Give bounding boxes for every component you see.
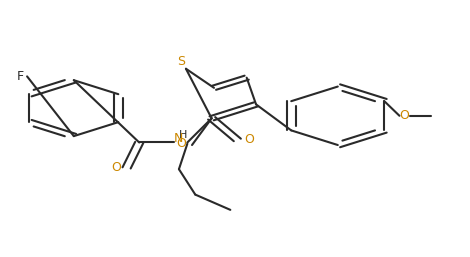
Text: O: O [399, 109, 409, 122]
Text: O: O [176, 137, 186, 150]
Text: N: N [173, 132, 183, 145]
Text: S: S [177, 55, 185, 68]
Text: O: O [111, 161, 121, 175]
Text: H: H [179, 130, 187, 140]
Text: O: O [244, 133, 254, 146]
Text: F: F [16, 70, 24, 83]
